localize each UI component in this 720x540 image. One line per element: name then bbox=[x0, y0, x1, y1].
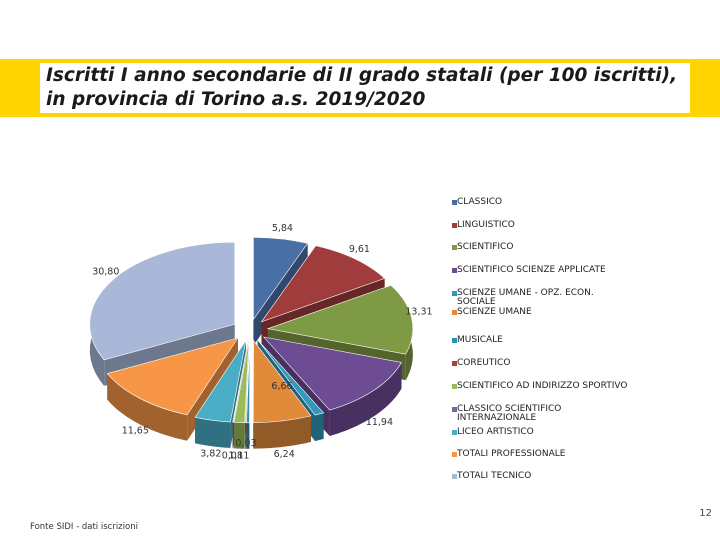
legend-label: SCIENZE UMANE bbox=[457, 307, 532, 317]
value-label: 6,24 bbox=[274, 449, 295, 460]
pie-slice-musicale bbox=[246, 340, 251, 449]
legend-label: TOTALI TECNICO bbox=[457, 471, 532, 481]
legend-swatch bbox=[452, 452, 457, 457]
value-label: 1,11 bbox=[228, 451, 249, 462]
legend-swatch bbox=[452, 223, 457, 228]
page-title: Iscritti I anno secondarie di II grado s… bbox=[46, 65, 678, 110]
value-label: 9,61 bbox=[349, 244, 370, 255]
legend-label: SCIENTIFICO AD INDIRIZZO SPORTIVO bbox=[457, 381, 628, 391]
value-label: 30,80 bbox=[92, 267, 119, 278]
value-label: 3,82 bbox=[200, 448, 221, 459]
legend-swatch bbox=[452, 430, 457, 435]
value-label: 0,08 bbox=[222, 450, 243, 461]
legend-label: CLASSICO bbox=[457, 197, 503, 207]
legend-label: MUSICALE bbox=[457, 335, 503, 345]
value-label: 13,31 bbox=[405, 306, 432, 317]
legend-swatch bbox=[452, 245, 457, 250]
legend-label: LINGUISTICO bbox=[457, 220, 515, 230]
value-label: 0,03 bbox=[235, 438, 256, 449]
value-labels: 5,84 9,61 13,31 11,94 6,24 1,110,083,82 11,65 3… bbox=[92, 223, 432, 462]
legend-label: SCIENTIFICO SCIENZE APPLICATE bbox=[457, 265, 606, 275]
value-label: 6,66 bbox=[271, 381, 292, 392]
source-note: Fonte SIDI - dati iscrizioni bbox=[30, 522, 138, 532]
legend-swatch bbox=[452, 384, 457, 389]
pie-slice-scienze-umane bbox=[252, 339, 312, 449]
legend-swatch bbox=[452, 310, 457, 315]
value-label: 11,65 bbox=[122, 426, 149, 437]
legend-swatch bbox=[452, 361, 457, 366]
legend-label: SCIENTIFICO bbox=[457, 242, 514, 252]
pie-slice-liceo-artistico bbox=[194, 340, 247, 449]
legend-label: CLASSICO SCIENTIFICO INTERNAZIONALE bbox=[457, 404, 562, 423]
title-box bbox=[40, 63, 690, 113]
legend-label: TOTALI PROFESSIONALE bbox=[457, 449, 566, 459]
legend-swatch bbox=[452, 474, 457, 479]
legend-label: COREUTICO bbox=[457, 358, 511, 368]
value-label: 11,94 bbox=[366, 417, 393, 428]
pie-slices bbox=[89, 237, 414, 449]
page-number: 12 bbox=[699, 508, 712, 519]
legend-swatch bbox=[452, 268, 457, 273]
legend-swatch bbox=[452, 338, 457, 343]
legend-label: LICEO ARTISTICO bbox=[457, 427, 534, 437]
legend-swatch bbox=[452, 407, 457, 412]
legend-label: SCIENZE UMANE - OPZ. ECON. SOCIALE bbox=[457, 288, 594, 307]
legend-swatch bbox=[452, 200, 457, 205]
value-label: 5,84 bbox=[272, 223, 293, 234]
legend-swatch bbox=[452, 291, 457, 296]
